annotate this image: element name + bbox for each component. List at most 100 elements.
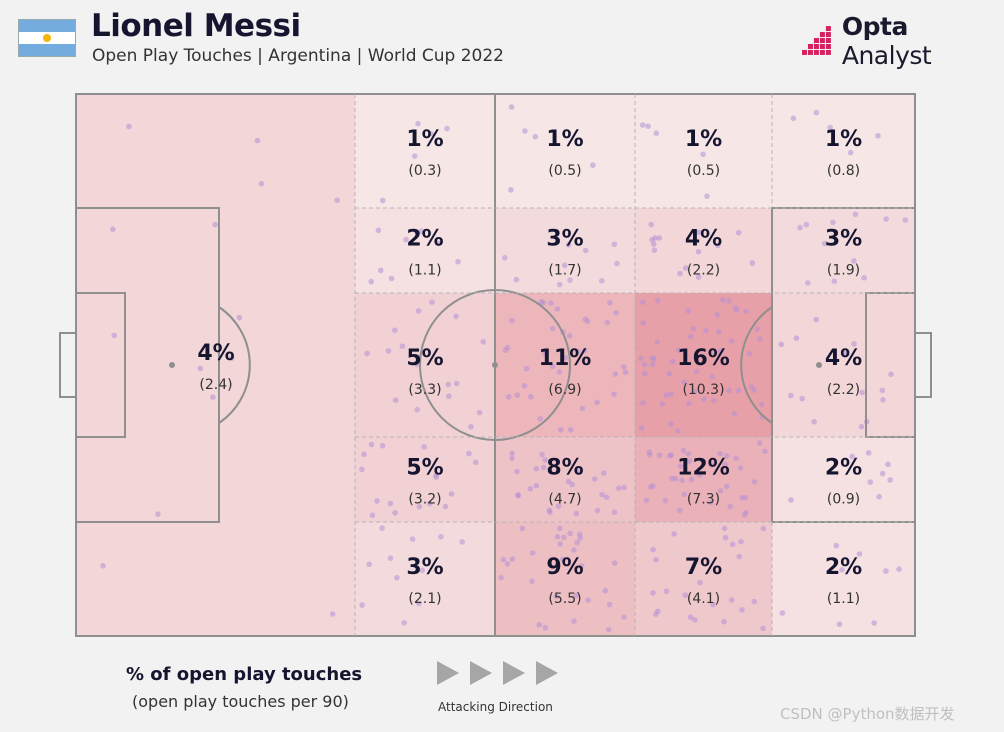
- pitch-heatmap: 4% (2.4) 1% (0.3) 2% (1.1) 5% (3.3) 5% (3.2) 3% (2.…: [59, 93, 932, 637]
- touch-dot: [675, 428, 681, 434]
- zone-pct-label: 9%: [546, 555, 583, 580]
- touch-dot: [567, 530, 573, 537]
- touch-dot: [793, 335, 800, 342]
- touch-dot: [638, 355, 644, 362]
- touch-dot: [375, 227, 382, 234]
- touch-dot: [574, 539, 580, 546]
- touch-dot: [621, 614, 627, 620]
- touch-dot: [663, 588, 670, 595]
- touch-dot: [742, 494, 749, 501]
- touch-dot: [416, 503, 423, 510]
- touch-dot: [708, 499, 714, 506]
- touch-dot: [414, 406, 421, 413]
- zone-cell-col3-row5: [635, 522, 772, 636]
- touch-dot: [652, 235, 658, 241]
- touch-dot: [788, 392, 794, 399]
- touch-dot: [401, 620, 408, 626]
- touch-dot: [542, 457, 548, 463]
- touch-dot: [648, 221, 654, 228]
- touch-dot: [548, 300, 554, 307]
- left-penalty-spot: [169, 362, 175, 368]
- zone-per90-label: (2.2): [827, 382, 860, 398]
- touch-dot: [416, 600, 422, 607]
- touch-dot: [155, 511, 161, 517]
- zone-cell-col2-row4: [495, 437, 635, 522]
- touch-dot: [594, 399, 600, 406]
- touch-dot: [687, 614, 694, 620]
- touch-dot: [529, 550, 536, 556]
- touch-dot: [875, 133, 881, 139]
- touch-dot: [571, 618, 577, 624]
- touch-dot: [739, 607, 745, 613]
- touch-dot: [621, 484, 627, 491]
- touch-dot: [743, 509, 749, 516]
- touch-dot: [683, 458, 689, 465]
- touch-dot: [715, 242, 721, 249]
- touch-dot: [659, 401, 666, 407]
- touch-dot: [210, 394, 216, 401]
- touch-dot: [368, 441, 375, 448]
- touch-dot: [537, 416, 543, 422]
- touch-dot: [887, 477, 893, 483]
- touch-dot: [611, 241, 618, 248]
- touch-dot: [738, 538, 744, 545]
- zone-pct-label: 1%: [825, 127, 862, 152]
- zone-per90-label: (3.3): [408, 382, 441, 398]
- touch-dot: [721, 618, 727, 625]
- touch-dot: [387, 500, 394, 507]
- touch-dot: [506, 394, 512, 400]
- arrow-right-icon: [470, 661, 492, 685]
- touch-dot: [733, 455, 739, 462]
- touch-dot: [729, 541, 736, 548]
- touch-dot: [573, 510, 580, 517]
- argentina-flag-icon: [18, 19, 76, 57]
- touch-dot: [558, 426, 564, 433]
- touch-dot: [821, 240, 828, 247]
- zone-per90-label: (1.1): [827, 591, 860, 607]
- touch-dot: [653, 556, 659, 563]
- touch-dot: [724, 483, 730, 490]
- touch-dot: [645, 123, 651, 129]
- touch-dot: [509, 317, 515, 324]
- touch-dot: [621, 364, 627, 370]
- zone-per90-label: (6.9): [548, 382, 581, 398]
- touch-dot: [455, 258, 461, 265]
- touch-dot: [883, 568, 889, 574]
- touch-dot: [748, 384, 755, 390]
- touch-dot: [640, 320, 647, 326]
- touch-dot: [613, 310, 619, 316]
- touch-dot: [385, 348, 392, 354]
- legend-title: % of open play touches: [126, 664, 363, 685]
- touch-dot: [876, 494, 882, 500]
- touch-dot: [254, 137, 261, 144]
- touch-dot: [421, 444, 428, 450]
- touch-dot: [560, 556, 566, 563]
- touch-dot: [553, 593, 560, 600]
- zone-per90-label: (2.2): [687, 263, 720, 279]
- touch-dot: [896, 566, 902, 572]
- touch-dot: [682, 592, 689, 598]
- touch-dot: [733, 307, 740, 313]
- touch-dot: [554, 534, 561, 540]
- touch-dot: [746, 350, 753, 357]
- touch-dot: [528, 393, 534, 400]
- touch-dot: [500, 556, 507, 563]
- touch-dot: [582, 247, 589, 254]
- touch-dot: [879, 387, 886, 394]
- touch-dot: [654, 608, 661, 615]
- zone-per90-label: (1.9): [827, 263, 860, 279]
- zone-cell-col1-row2: [355, 208, 495, 293]
- touch-dot: [681, 491, 687, 498]
- touch-dot: [604, 319, 611, 326]
- attacking-direction-label: Attacking Direction: [438, 700, 553, 714]
- touch-dot: [616, 485, 622, 492]
- touch-dot: [671, 531, 677, 537]
- touch-dot: [622, 369, 629, 376]
- touch-dot: [428, 130, 434, 137]
- touch-dot: [681, 379, 687, 386]
- touch-dot: [669, 475, 675, 482]
- touch-dot: [459, 539, 466, 545]
- zone-cell-own-half: [76, 94, 355, 636]
- right-goal: [914, 332, 932, 398]
- touch-dot: [329, 611, 336, 617]
